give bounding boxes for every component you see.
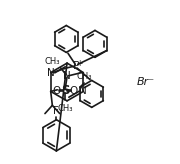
Text: CH₃: CH₃ xyxy=(58,104,73,113)
Text: P: P xyxy=(73,61,80,71)
Text: N: N xyxy=(63,71,71,81)
Text: Br⁻: Br⁻ xyxy=(137,77,155,87)
Text: +: + xyxy=(76,59,82,68)
Text: CH₃: CH₃ xyxy=(44,57,60,66)
Text: O: O xyxy=(70,86,78,96)
Text: N: N xyxy=(47,68,55,78)
Text: N: N xyxy=(79,86,87,96)
Text: CH₃: CH₃ xyxy=(76,72,92,81)
Text: S: S xyxy=(61,84,70,97)
Text: F: F xyxy=(53,106,59,116)
Text: O: O xyxy=(52,86,60,96)
